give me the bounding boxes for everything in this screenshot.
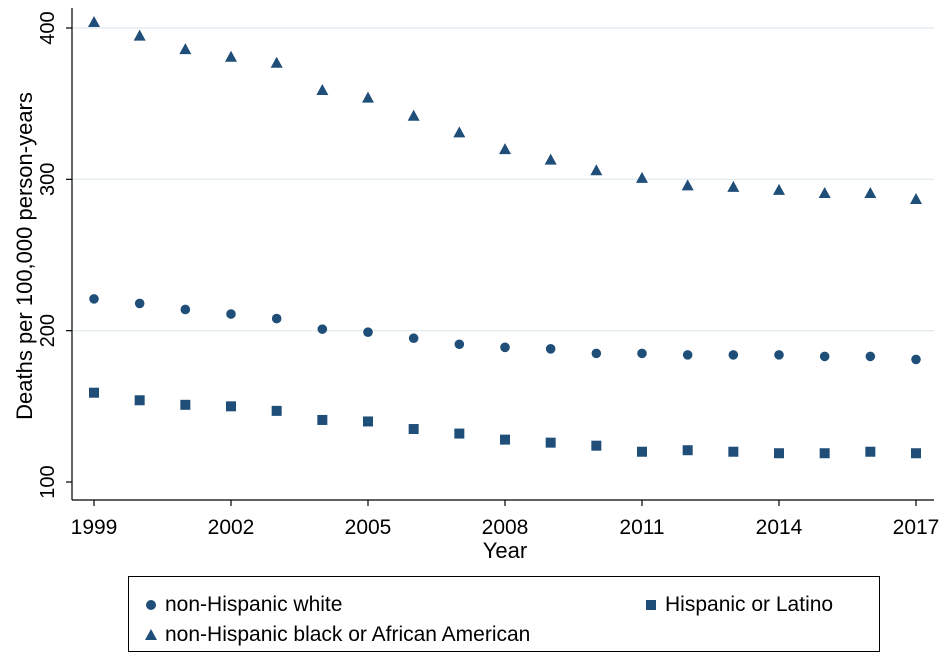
white-data-point	[774, 350, 784, 360]
hispanic-data-point	[911, 448, 921, 459]
hispanic-data-point	[637, 446, 647, 457]
axes	[71, 8, 934, 501]
black-data-point	[681, 179, 694, 191]
black-data-point	[773, 183, 785, 195]
white-data-point	[408, 333, 419, 344]
black-data-point	[544, 153, 557, 165]
hispanic-data-point	[819, 448, 830, 459]
y-tick-label: 400	[37, 11, 59, 44]
white-data-point	[500, 342, 510, 353]
legend-label-black: non-Hispanic black or African American	[165, 623, 531, 646]
square-marker-icon	[646, 600, 656, 610]
x-axis-label: Year	[483, 538, 527, 563]
black-data-point	[818, 186, 831, 198]
white-data-point	[454, 339, 465, 350]
scatter-chart: 100 200 300 400 1999 2002 2005 2008 2011 2014 2017…	[12, 8, 939, 563]
white-data-point	[317, 324, 328, 334]
white-data-point	[363, 327, 373, 337]
hispanic-data-point	[774, 448, 784, 459]
white-data-point	[865, 351, 876, 362]
y-axis-label: Deaths per 100,000 person-years	[12, 92, 37, 420]
legend: non-Hispanic white Hispanic or Latino no…	[128, 576, 880, 652]
hispanic-data-point	[180, 399, 191, 410]
black-data-point	[225, 50, 237, 62]
black-data-point	[910, 193, 922, 205]
white-data-point	[226, 309, 236, 319]
x-tick-label: 2002	[208, 516, 255, 539]
white-data-point	[637, 348, 647, 359]
x-tick-label: 2014	[756, 516, 803, 539]
y-tick-label: 100	[37, 465, 59, 498]
x-tick-label: 2005	[345, 516, 392, 539]
white-data-point	[271, 313, 282, 324]
hispanic-data-point	[271, 405, 282, 416]
triangle-marker-icon	[145, 629, 157, 640]
x-tick-label: 2017	[893, 516, 940, 539]
white-data-point	[819, 351, 830, 362]
white-data-point	[682, 350, 693, 360]
black-data-point	[453, 126, 466, 138]
hispanic-data-point	[500, 434, 510, 445]
hispanic-data-point	[591, 440, 602, 451]
hispanic-data-point	[89, 387, 99, 398]
x-tick-label: 2011	[619, 516, 664, 539]
hispanic-data-point	[682, 445, 693, 456]
white-data-point	[134, 298, 145, 309]
hispanic-data-point	[226, 401, 236, 412]
black-data-point	[316, 84, 329, 96]
hispanic-data-point	[728, 446, 739, 457]
x-tick-label: 1999	[71, 516, 118, 539]
gridlines	[72, 27, 934, 332]
data-points	[88, 15, 922, 459]
black-data-point	[133, 29, 146, 41]
hispanic-data-point	[363, 416, 373, 427]
legend-label-hispanic: Hispanic or Latino	[665, 593, 834, 616]
white-data-point	[545, 344, 556, 354]
black-data-point	[499, 143, 511, 155]
black-data-point	[727, 180, 740, 192]
white-data-point	[89, 294, 99, 304]
hispanic-data-point	[317, 414, 328, 425]
black-data-point	[88, 15, 100, 27]
black-data-point	[270, 56, 283, 68]
hispanic-data-point	[408, 424, 419, 435]
white-data-point	[728, 350, 739, 360]
black-data-point	[636, 171, 648, 183]
y-tick-label: 300	[37, 163, 59, 196]
black-data-point	[407, 109, 420, 121]
hispanic-data-point	[545, 437, 556, 448]
circle-marker-icon	[146, 600, 156, 610]
legend-label-white: non-Hispanic white	[165, 593, 343, 616]
tick-labels: 100 200 300 400 1999 2002 2005 2008 2011 2014 2017	[37, 11, 939, 539]
x-tick-label: 2008	[482, 516, 529, 539]
black-data-point	[362, 91, 374, 103]
hispanic-data-point	[865, 446, 876, 457]
hispanic-data-point	[134, 395, 145, 406]
white-data-point	[591, 348, 602, 359]
y-tick-label: 200	[37, 314, 59, 347]
hispanic-data-point	[454, 428, 465, 439]
black-data-point	[179, 43, 192, 55]
white-data-point	[180, 304, 191, 315]
black-data-point	[590, 164, 603, 176]
white-data-point	[911, 354, 921, 365]
black-data-point	[864, 186, 877, 198]
